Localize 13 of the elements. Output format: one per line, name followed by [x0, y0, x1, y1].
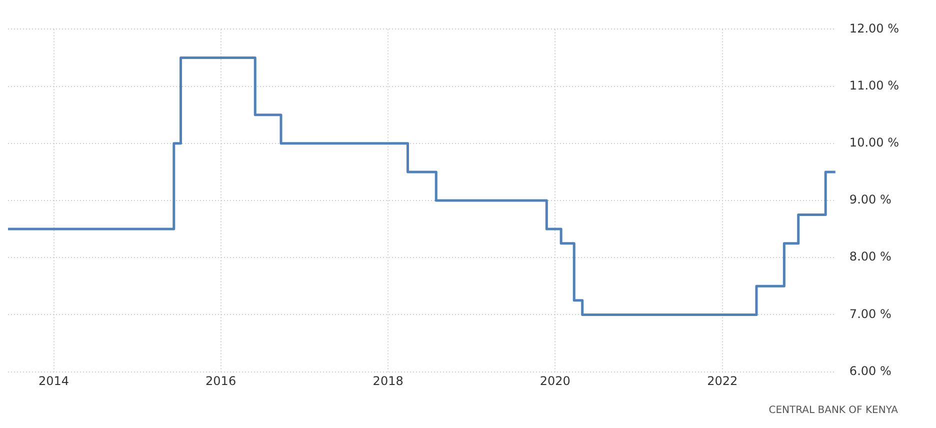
x-tick-label: 2020 [540, 374, 570, 388]
x-tick-label: 2014 [38, 374, 70, 388]
y-tick-label: 12.00 % [849, 21, 900, 36]
y-tick-label: 6.00 % [849, 364, 892, 378]
text: CENTRAL BANK OF KENYA [768, 405, 899, 416]
y-tick-label: 11.00 % [849, 78, 900, 92]
x-tick-label: 2016 [206, 374, 236, 388]
y-tick-label: 9.00 % [849, 192, 892, 207]
y-tick-label: 7.00 % [849, 306, 892, 321]
y-tick-label: 10.00 % [849, 136, 900, 150]
x-tick-label: 2018 [372, 374, 404, 388]
x-tick-label: 2022 [707, 374, 738, 388]
y-tick-label: 8.00 % [849, 250, 892, 264]
